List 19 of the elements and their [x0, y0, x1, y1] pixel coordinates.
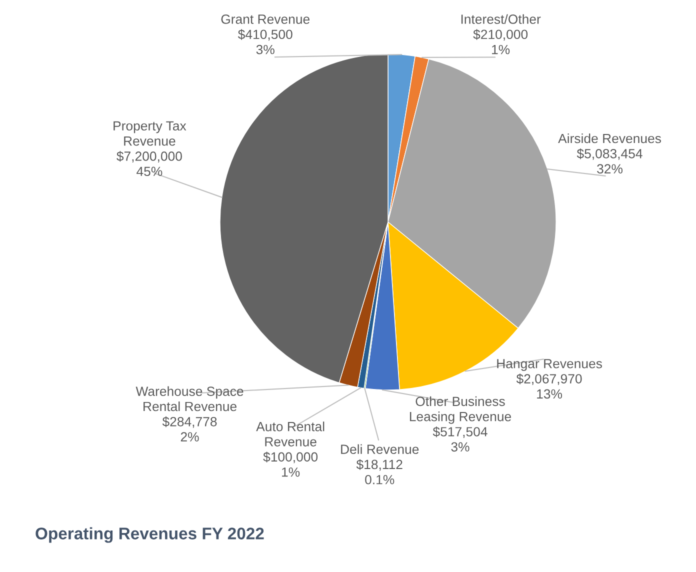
slice-label: Warehouse Space Rental Revenue — [136, 386, 244, 412]
data-label: $517,504 3% — [432, 426, 488, 452]
data-label: $284,778 2% — [162, 416, 217, 442]
text: Operating Revenues FY 2022 — [36, 527, 264, 543]
slice-label: Interest/Other — [461, 14, 541, 24]
data-label: $5,083,454 32% — [576, 148, 642, 174]
slice-label: Deli Revenue — [341, 444, 419, 454]
slice-label: Auto Rental Revenue — [256, 422, 324, 446]
data-label: $410,500 3% — [238, 29, 292, 54]
slice-label: Airside Revenues — [558, 133, 661, 144]
data-label: $100,000 1% — [263, 452, 318, 477]
slice-label: Other Business Leasing Revenue — [410, 396, 512, 424]
data-label: $210,000 1% — [473, 29, 528, 54]
slice-label: Hangar Revenues — [497, 359, 602, 371]
slice-label: Grant Revenue — [221, 14, 310, 24]
data-label: $7,200,000 45% — [116, 150, 182, 176]
data-label: $18,112 0.1% — [356, 459, 402, 484]
slice-label: Property Tax Revenue — [114, 121, 186, 146]
data-label: $2,067,970 13% — [516, 374, 582, 399]
